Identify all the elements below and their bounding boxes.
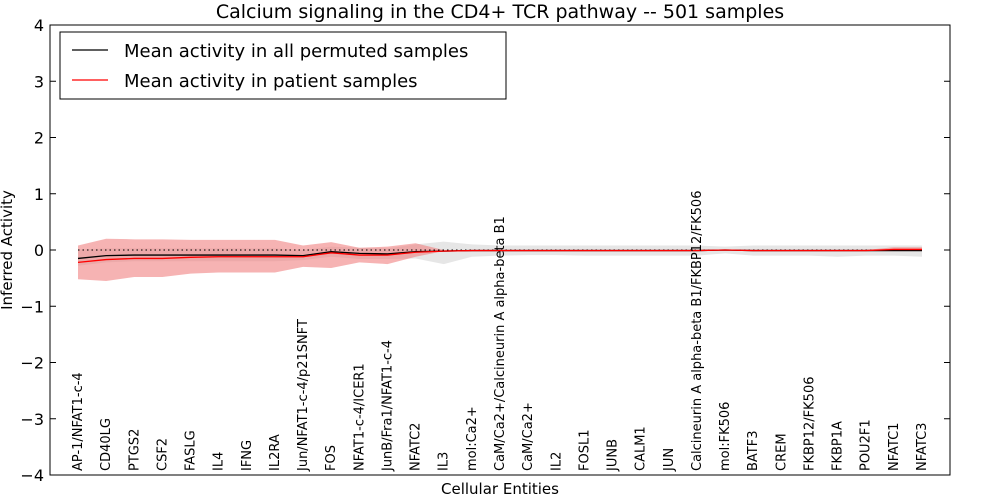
y-tick-label: −1 [20, 297, 44, 316]
category-label: BATF3 [746, 431, 761, 472]
legend-box [59, 31, 507, 100]
legend: Mean activity in all permuted samples Me… [59, 31, 507, 100]
category-label: NFATC1 [887, 423, 902, 471]
category-label: CaM/Ca2+ [521, 402, 536, 471]
y-tick-label: −4 [20, 466, 44, 485]
category-label: JunB/Fra1/NFAT1-c-4 [380, 340, 395, 472]
category-label: IL2RA [268, 434, 283, 471]
y-tick-label: 1 [34, 185, 44, 204]
y-tick-label: 0 [34, 241, 44, 260]
y-tick-label: 2 [34, 129, 44, 148]
bands-layer [78, 238, 922, 281]
lines-layer [77, 248, 922, 264]
category-label: CALM1 [634, 426, 649, 471]
category-label: FKBP12/FK506 [802, 377, 817, 472]
category-label: NFATC2 [409, 423, 424, 471]
category-label: CSF2 [155, 438, 170, 471]
category-label: IL2 [549, 452, 564, 471]
legend-label-permuted: Mean activity in all permuted samples [124, 41, 468, 62]
category-label: mol:FK506 [718, 402, 733, 471]
category-label: CaM/Ca2+/Calcineurin A alpha-beta B1 [493, 216, 508, 471]
category-label: FASLG [184, 430, 199, 471]
category-label: Jun/NFAT1-c-4/p21SNFT [296, 319, 311, 472]
category-label: JUN [662, 448, 677, 472]
category-label: FOS [324, 445, 339, 471]
patient-mean-line [77, 248, 922, 264]
category-label: POU2F1 [859, 419, 874, 471]
category-label: FKBP1A [831, 421, 846, 471]
y-tick-label: 3 [34, 72, 44, 91]
category-label: PTGS2 [127, 429, 142, 471]
category-label: AP-1/NFAT1-c-4 [71, 372, 86, 471]
category-label: Calcineurin A alpha-beta B1/FKBP12/FK506 [690, 191, 705, 471]
category-label: IL4 [212, 452, 227, 471]
category-label: mol:Ca2+ [465, 406, 480, 471]
y-tick-label: −3 [20, 410, 44, 429]
x-axis-label: Cellular Entities [441, 480, 559, 498]
chart-title: Calcium signaling in the CD4+ TCR pathwa… [216, 1, 784, 23]
category-label: JUNB [606, 439, 621, 472]
category-label: NFAT1-c-4/ICER1 [352, 363, 367, 471]
category-label: CD40LG [99, 418, 114, 471]
legend-label-patient: Mean activity in patient samples [124, 71, 418, 92]
category-label: CREM [774, 433, 789, 471]
y-axis-label: Inferred Activity [0, 190, 16, 310]
category-labels: AP-1/NFAT1-c-4 CD40LG PTGS2 CSF2 FASLG IL4 IFN… [71, 191, 930, 472]
category-label: NFATC3 [915, 423, 930, 471]
category-label: FOSL1 [577, 430, 592, 471]
patient-band [78, 238, 922, 281]
category-label: IL3 [437, 452, 452, 471]
y-axis: 4 3 2 1 0 −1 −2 −3 −4 [20, 16, 950, 485]
y-tick-label: −2 [20, 354, 44, 373]
y-tick-label: 4 [34, 16, 44, 35]
category-label: IFNG [240, 440, 255, 471]
